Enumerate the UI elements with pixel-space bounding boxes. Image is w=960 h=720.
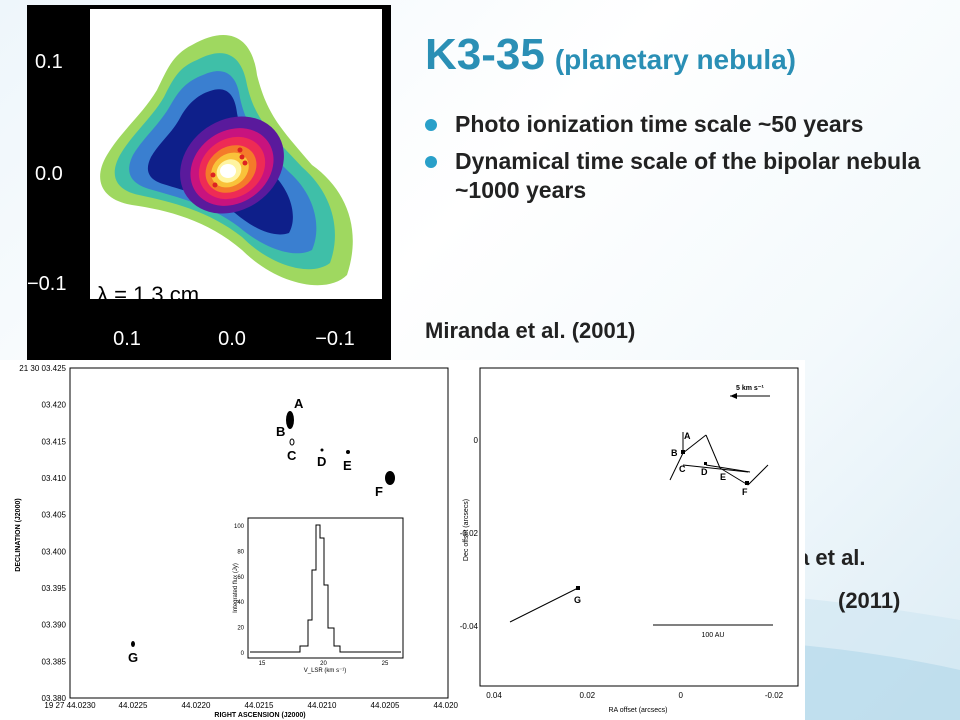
maser-spot-map: 21 30 03.425 03.420 03.415 03.410 03.405 03.4…	[0, 360, 458, 720]
inset-x-tick: 25	[382, 661, 389, 667]
pm-x-tick: 0.04	[486, 691, 502, 700]
spot-label-f: F	[375, 484, 383, 499]
svg-text:−0.1: −0.1	[315, 328, 354, 350]
maser-y-tick: 03.380	[42, 694, 67, 703]
inset-ylabel: Integrated flux (Jy)	[233, 563, 239, 613]
bullet-list: Photo ionization time scale ~50 years Dy…	[425, 110, 945, 213]
svg-text:−0.1: −0.1	[27, 273, 66, 295]
title-sub: (planetary nebula)	[554, 44, 797, 75]
length-scale-bar: 100 AU	[653, 624, 773, 639]
bullet-dot-icon	[425, 119, 437, 131]
maser-y-tick: 03.390	[42, 621, 67, 630]
pm-x-ticks: 0.04 0.02 0 -0.02	[486, 691, 783, 700]
nebula-contours	[100, 35, 353, 286]
maser-x-tick: 44.0220	[182, 701, 211, 710]
maser-y-tick: 03.420	[42, 401, 67, 410]
maser-y-tick: 03.415	[42, 437, 67, 446]
spot-label-c: C	[287, 448, 297, 463]
pm-x-tick: 0.02	[580, 691, 596, 700]
svg-text:0.0: 0.0	[218, 328, 246, 350]
maser-xlabel: RIGHT ASCENSION (J2000)	[214, 712, 305, 719]
maser-y-tick: 03.410	[42, 474, 67, 483]
maser-y-tick: 21 30 03.425	[19, 364, 66, 373]
bullet-item: Dynamical time scale of the bipolar nebu…	[425, 147, 945, 205]
bullet-item: Photo ionization time scale ~50 years	[425, 110, 945, 139]
svg-text:G: G	[574, 595, 581, 605]
wavelength-label: λ = 1.3 cm	[97, 282, 199, 307]
bullet-dot-icon	[425, 156, 437, 168]
maser-x-tick: 19 27 44.0230	[44, 701, 96, 710]
maser-y-tick: 03.405	[42, 511, 67, 520]
maser-y-tick: 03.395	[42, 584, 67, 593]
pm-spots: A B C D E F G	[574, 431, 749, 605]
maser-y-ticks: 21 30 03.425 03.420 03.415 03.410 03.405 03.4…	[19, 364, 66, 703]
inset-y-tick: 0	[241, 651, 245, 657]
maser-spots: A B C D E F G	[128, 396, 395, 665]
inset-x-tick: 15	[259, 661, 266, 667]
svg-text:F: F	[742, 487, 748, 497]
svg-text:0.1: 0.1	[35, 51, 63, 73]
svg-text:100 AU: 100 AU	[702, 632, 725, 639]
maser-x-tick: 44.0210	[308, 701, 337, 710]
slide-title: K3-35 (planetary nebula)	[425, 30, 796, 80]
maser-y-tick: 03.385	[42, 657, 67, 666]
maser-y-tick: 03.400	[42, 547, 67, 556]
svg-text:0.0: 0.0	[35, 163, 63, 185]
inset-x-tick: 20	[320, 661, 327, 667]
inset-y-tick: 60	[237, 575, 244, 581]
pm-y-tick: -0.02	[460, 529, 479, 538]
pm-y-ticks: 0 -0.02 -0.04	[460, 436, 479, 631]
inset-y-tick: 100	[234, 524, 245, 530]
svg-text:B: B	[671, 448, 678, 458]
spot-label-b: B	[276, 424, 285, 439]
pm-x-tick: 0	[678, 691, 683, 700]
spot-label-d: D	[317, 454, 326, 469]
inset-xlabel: V_LSR (km s⁻¹)	[304, 668, 347, 674]
svg-text:5 km s⁻¹: 5 km s⁻¹	[736, 385, 764, 392]
proper-motion-vectors	[509, 432, 769, 623]
pm-y-tick: 0	[474, 436, 479, 445]
pm-xlabel: RA offset (arcsecs)	[608, 707, 667, 714]
spot-label-e: E	[343, 458, 352, 473]
spot-label-g: G	[128, 650, 138, 665]
maser-x-tick: 44.0225	[119, 701, 148, 710]
maser-x-tick: 44.0215	[245, 701, 274, 710]
pm-y-tick: -0.04	[460, 622, 479, 631]
spectrum-inset: 100 80 60 40 20 0 15 20 25 Integrated flux (Jy)…	[233, 517, 404, 674]
inset-y-tick: 20	[237, 626, 244, 632]
svg-text:A: A	[684, 431, 691, 441]
contour-x-ticks: 0.1 0.0 −0.1	[113, 328, 355, 350]
spot-label-a: A	[294, 396, 304, 411]
maser-ylabel: DECLINATION (J2000)	[15, 498, 22, 571]
credit-tafoya-2: (2011)	[838, 588, 901, 613]
title-main: K3-35	[425, 30, 545, 79]
maser-x-ticks: 19 27 44.0230 44.0225 44.0220 44.0215 44.021…	[44, 701, 458, 710]
velocity-scale-bar: 5 km s⁻¹	[730, 385, 770, 399]
maser-x-tick: 44.0205	[371, 701, 400, 710]
radio-contour-map: 0.1 0.0 −0.1 0.1 0.0 −0.1 λ = 1.3 cm	[27, 5, 391, 360]
svg-text:E: E	[720, 472, 726, 482]
proper-motion-map: 0 -0.02 -0.04 0.04 0.02 0 -0.02 Dec offset (a…	[458, 360, 805, 720]
svg-text:0.1: 0.1	[113, 328, 141, 350]
pm-ylabel: Dec offset (arcsecs)	[463, 499, 470, 561]
svg-text:D: D	[701, 467, 708, 477]
inset-y-tick: 40	[237, 600, 244, 606]
pm-x-tick: -0.02	[765, 691, 784, 700]
inset-y-tick: 80	[237, 549, 244, 555]
svg-text:C: C	[679, 464, 686, 474]
credit-miranda: Miranda et al. (2001)	[425, 318, 636, 343]
contour-y-ticks: 0.1 0.0 −0.1	[27, 51, 66, 295]
